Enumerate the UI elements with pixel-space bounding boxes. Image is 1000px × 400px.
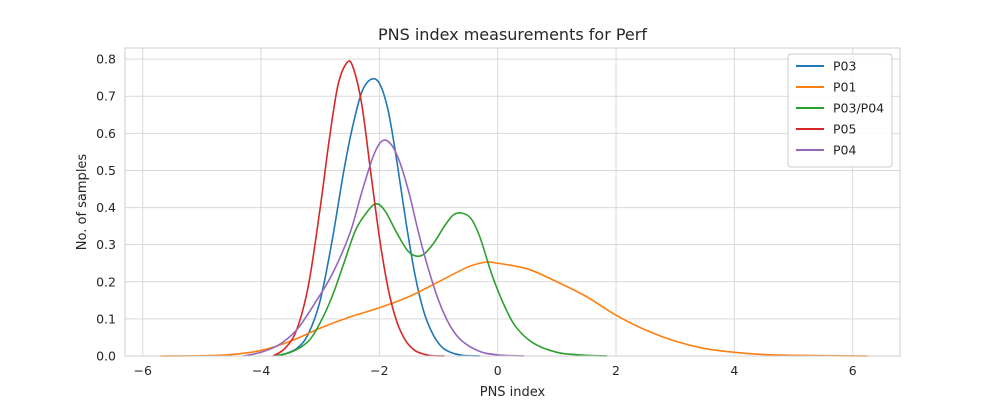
y-tick-label: 0.2 bbox=[96, 274, 116, 289]
grid-lines bbox=[125, 48, 900, 357]
x-tick-labels: −6 −4 −2 0 2 4 6 bbox=[134, 363, 857, 378]
series-line-p03-p04 bbox=[272, 203, 608, 357]
x-tick-label: 6 bbox=[849, 363, 857, 378]
series-line-p03 bbox=[278, 77, 480, 357]
chart-title: PNS index measurements for Perf bbox=[378, 25, 647, 44]
y-axis-label: No. of samples bbox=[75, 154, 90, 251]
y-tick-label: 0.1 bbox=[96, 311, 116, 326]
legend: P03 P01 P03/P04 P05 P04 bbox=[787, 53, 893, 168]
y-tick-label: 0.6 bbox=[96, 126, 116, 141]
plot-frame bbox=[124, 47, 901, 357]
series-line-p05 bbox=[272, 60, 445, 357]
y-tick-label: 0.3 bbox=[96, 237, 116, 252]
x-tick-label: −4 bbox=[252, 363, 270, 378]
y-tick-label: 0.4 bbox=[96, 200, 116, 215]
legend-label: P04 bbox=[833, 143, 856, 158]
y-tick-label: 0.8 bbox=[96, 52, 116, 67]
x-tick-label: −2 bbox=[370, 363, 388, 378]
y-tick-labels: 0.0 0.1 0.2 0.3 0.4 0.5 0.6 0.7 0.8 bbox=[96, 52, 116, 364]
legend-box bbox=[787, 53, 893, 168]
x-tick-label: 0 bbox=[494, 363, 502, 378]
x-tick-label: −6 bbox=[134, 363, 152, 378]
series-line-p01 bbox=[160, 261, 868, 357]
legend-label: P03/P04 bbox=[833, 101, 884, 116]
series-lines bbox=[160, 60, 868, 357]
y-tick-label: 0.5 bbox=[96, 163, 116, 178]
x-tick-label: 4 bbox=[730, 363, 738, 378]
legend-label: P01 bbox=[833, 80, 856, 95]
y-tick-label: 0.7 bbox=[96, 89, 116, 104]
series-line-p04 bbox=[243, 139, 525, 357]
x-axis-label: PNS index bbox=[480, 385, 546, 400]
legend-label: P05 bbox=[833, 122, 856, 137]
y-tick-label: 0.0 bbox=[96, 349, 116, 364]
legend-label: P03 bbox=[833, 59, 856, 74]
x-tick-label: 2 bbox=[612, 363, 620, 378]
